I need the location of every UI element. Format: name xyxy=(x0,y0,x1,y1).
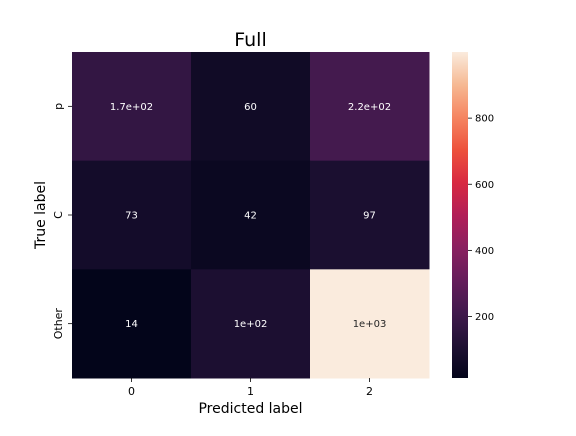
heatmap-cell-r1-c0 xyxy=(72,160,192,270)
heatmap-cell-r1-c2 xyxy=(310,160,430,270)
heatmap-cell-r2-c2 xyxy=(310,269,430,379)
y-tick-label-2: Other xyxy=(52,308,65,340)
colorbar-tick-label-2: 600 xyxy=(475,180,494,191)
colorbar-ticks: 200 400 600 800 xyxy=(468,114,494,323)
colorbar-tick-label-3: 800 xyxy=(475,114,494,125)
cell-annotation-r0-c0: 1.7e+02 xyxy=(110,102,153,113)
y-tick-label-0: p xyxy=(52,103,65,110)
cell-annotation-r0-c2: 2.2e+02 xyxy=(348,102,391,113)
chart-title: Full xyxy=(234,29,267,51)
cell-annotation-r1-c1: 42 xyxy=(244,211,257,222)
cell-annotation-r2-c1: 1e+02 xyxy=(234,319,268,330)
heatmap-annotations: 1.7e+02 60 2.2e+02 73 42 97 14 1e+02 1e+03 xyxy=(110,102,391,330)
colorbar-tick-label-0: 200 xyxy=(475,312,494,323)
x-axis: 0 1 2 xyxy=(128,378,373,398)
colorbar xyxy=(452,52,468,378)
x-tick-label-1: 1 xyxy=(247,385,254,398)
x-axis-label: Predicted label xyxy=(198,401,302,417)
heatmap-cell-r0-c2 xyxy=(310,52,430,162)
cell-annotation-r1-c2: 97 xyxy=(363,211,376,222)
x-tick-label-0: 0 xyxy=(128,385,135,398)
x-tick-label-2: 2 xyxy=(366,385,373,398)
cell-annotation-r0-c1: 60 xyxy=(244,102,257,113)
heatmap-cell-r1-c1 xyxy=(191,160,311,270)
cell-annotation-r1-c0: 73 xyxy=(125,211,138,222)
heatmap-cell-r2-c1 xyxy=(191,269,311,379)
heatmap-cell-r0-c1 xyxy=(191,52,311,162)
cell-annotation-r2-c0: 14 xyxy=(125,319,138,330)
heatmap-cells xyxy=(72,52,430,379)
y-tick-label-1: C xyxy=(52,211,65,219)
colorbar-tick-label-1: 400 xyxy=(475,246,494,257)
y-axis: p C Other xyxy=(52,103,72,339)
y-axis-label: True label xyxy=(33,181,49,250)
cell-annotation-r2-c2: 1e+03 xyxy=(353,319,387,330)
heatmap-cell-r2-c0 xyxy=(72,269,192,379)
heatmap-cell-r0-c0 xyxy=(72,52,192,162)
